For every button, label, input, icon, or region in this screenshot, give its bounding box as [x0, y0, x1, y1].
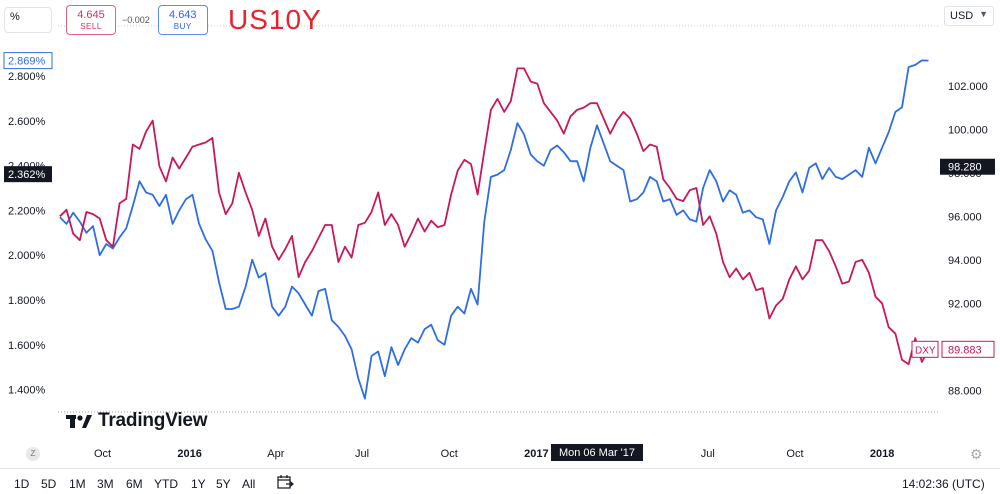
us10y-last-box — [3, 52, 53, 70]
x-axis-tick-label: 2017 — [524, 448, 548, 460]
tradingview-logo: TradingView — [66, 410, 208, 432]
reference-level-label-left: 2.362% — [8, 169, 46, 181]
timeframe-3m[interactable]: 3M — [97, 477, 114, 491]
top-toolbar: % 4.645 SELL −0.002 4.643 BUY — [4, 4, 208, 36]
chevron-down-icon: ▼ — [979, 9, 988, 19]
left-axis-tick-label: 2.000% — [8, 250, 46, 262]
x-axis-tick-label: Oct — [441, 448, 458, 460]
x-axis-tick-label: Oct — [94, 448, 111, 460]
timeframe-1y[interactable]: 1Y — [191, 477, 206, 491]
crosshair-date-label: Mon 06 Mar '17 — [559, 447, 635, 459]
right-axis-tick-label: 88.000 — [948, 385, 982, 397]
left-axis-tick-label: 2.800% — [8, 71, 46, 83]
bottom-toolbar: 1D 5D 1M 3M 6M YTD 1Y 5Y All 14:02:36 (U… — [0, 468, 1000, 494]
dxy-last-box — [941, 340, 995, 358]
reference-level-box-left — [4, 166, 52, 183]
right-axis-tick-label: 102.000 — [948, 81, 988, 93]
reference-level-box-right — [940, 158, 995, 175]
x-axis-tick-label: 2016 — [177, 448, 201, 460]
x-axis-tick-label: Jul — [701, 448, 715, 460]
buy-label: BUY — [173, 22, 192, 31]
go-to-date-icon[interactable] — [277, 474, 295, 490]
timeframe-6m[interactable]: 6M — [126, 477, 143, 491]
left-axis-tick-label: 2.200% — [8, 205, 46, 217]
left-axis-tick-label: 1.400% — [8, 385, 46, 397]
left-axis-tick-label: 1.600% — [8, 340, 46, 352]
timeframe-1d[interactable]: 1D — [14, 477, 30, 491]
dxy-last-label: 89.883 — [948, 344, 982, 356]
left-axis-tick-label: 2.600% — [8, 116, 46, 128]
sell-price: 4.645 — [77, 9, 105, 21]
timeframe-1m[interactable]: 1M — [69, 477, 86, 491]
left-axis-tick-label: 1.800% — [8, 295, 46, 307]
currency-selector[interactable]: USD ▼ — [944, 6, 994, 26]
timeframe-5d[interactable]: 5D — [41, 477, 57, 491]
unit-selector[interactable]: % — [4, 7, 52, 33]
right-axis-tick-label: 100.000 — [948, 124, 988, 136]
dxy-legend-box — [911, 340, 939, 358]
reference-level-label-right: 98.280 — [948, 162, 982, 174]
gear-icon[interactable]: ⚙ — [970, 446, 983, 462]
series-line-us10y — [59, 59, 929, 400]
brand-name: TradingView — [98, 410, 208, 431]
sell-button[interactable]: 4.645 SELL — [66, 5, 116, 35]
timeframe-5y[interactable]: 5Y — [216, 477, 231, 491]
timeframe-ytd[interactable]: YTD — [154, 477, 178, 491]
utc-clock: 14:02:36 (UTC) — [902, 477, 985, 491]
x-axis-tick-label: Oct — [786, 448, 803, 460]
spread-value: −0.002 — [122, 15, 150, 25]
right-axis-tick-label: 94.000 — [948, 255, 982, 267]
buy-price: 4.643 — [169, 9, 197, 21]
us10y-last-label: 2.869% — [8, 56, 46, 68]
currency-label: USD — [950, 10, 974, 22]
timezone-z-icon[interactable]: Z — [26, 447, 40, 461]
x-axis-tick-label: Jul — [355, 448, 369, 460]
symbol-title: US10Y — [228, 4, 322, 35]
x-axis-tick-label: 2018 — [870, 448, 894, 460]
tradingview-logo-icon — [66, 415, 92, 428]
x-axis-tick-label: Apr — [267, 448, 284, 460]
crosshair-date-box — [550, 444, 643, 461]
right-axis-tick-label: 92.000 — [948, 298, 982, 310]
timeframe-all[interactable]: All — [242, 477, 256, 491]
sell-label: SELL — [80, 22, 102, 31]
buy-button[interactable]: 4.643 BUY — [157, 5, 208, 35]
right-axis-tick-label: 96.000 — [948, 211, 982, 223]
dxy-legend-label: DXY — [915, 345, 936, 356]
series-line-dxy — [59, 67, 930, 366]
